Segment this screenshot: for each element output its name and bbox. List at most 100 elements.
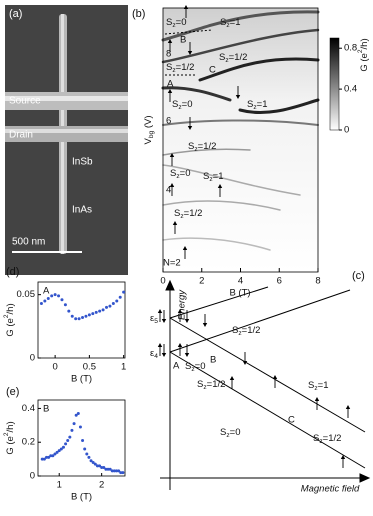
spin-arrow-head bbox=[167, 89, 173, 93]
data-point bbox=[68, 435, 72, 439]
y-tick-label: 0 bbox=[30, 353, 35, 364]
y-axis-title-part: (V) bbox=[143, 115, 154, 130]
spin-state-label-part: S bbox=[313, 433, 319, 444]
material-label: InAs bbox=[72, 205, 92, 216]
data-point bbox=[39, 302, 43, 306]
level-label: N=2 bbox=[163, 258, 181, 269]
spin-arrow-head bbox=[183, 5, 189, 9]
data-point bbox=[40, 457, 44, 461]
spin-state-label-part: S bbox=[166, 17, 172, 28]
plot-frame bbox=[37, 281, 126, 359]
spin-state-label: Sz=1/2 bbox=[232, 325, 260, 338]
data-point bbox=[70, 314, 74, 318]
data-point bbox=[84, 314, 88, 318]
spin-state-label: Sz=1/2 bbox=[219, 52, 247, 65]
spin-state-label-part: z bbox=[209, 176, 212, 183]
energy-level-label-part: ε bbox=[150, 348, 155, 359]
crossing-label: B bbox=[210, 355, 216, 366]
data-point bbox=[78, 425, 82, 429]
data-point bbox=[112, 469, 116, 473]
spin-state-label-part: =0 bbox=[176, 17, 187, 28]
level-label: 8 bbox=[166, 49, 171, 60]
spin-state-label: Sz=1/2 bbox=[197, 379, 225, 392]
spin-state-label: Sz=1/2 bbox=[166, 62, 194, 75]
spin-state-label: Sz=1 bbox=[247, 99, 268, 112]
spin-arrow-head bbox=[177, 343, 183, 347]
spin-state-label-part: z bbox=[172, 22, 175, 29]
colorbar-tick-label: 0 bbox=[344, 125, 349, 136]
data-point bbox=[98, 464, 102, 468]
colorbar-title-part: G (e bbox=[359, 53, 370, 71]
data-point bbox=[42, 457, 46, 461]
spin-arrow-head bbox=[242, 361, 248, 365]
data-point bbox=[110, 469, 114, 473]
data-point bbox=[53, 452, 57, 456]
y-axis-title-part: V bbox=[143, 138, 154, 145]
spin-arrow-head bbox=[172, 221, 178, 225]
energy-level-label: ε5 bbox=[150, 313, 158, 326]
colorbar-title-part: 2 bbox=[357, 49, 364, 53]
panel-label: (c) bbox=[352, 270, 365, 282]
spin-state-label-part: =1/2 bbox=[242, 325, 261, 336]
spin-state-label-part: z bbox=[319, 438, 322, 445]
y-axis-title-part: G (e bbox=[5, 436, 16, 454]
data-point bbox=[49, 454, 53, 458]
spin-state-label-part: z bbox=[180, 213, 183, 220]
spin-arrow-head bbox=[229, 376, 235, 380]
y-tick-label: 0.4 bbox=[22, 403, 35, 414]
y-axis-title-part: G (e bbox=[5, 318, 16, 336]
spin-state-label: Sz=1/2 bbox=[188, 141, 216, 154]
data-point bbox=[122, 290, 126, 294]
level-label: 4 bbox=[166, 185, 171, 196]
data-point bbox=[108, 467, 112, 471]
spin-state-label-part: S bbox=[188, 141, 194, 152]
data-point bbox=[83, 447, 87, 451]
spin-state-label-part: S bbox=[308, 380, 314, 391]
spin-state-label-part: =1 bbox=[213, 171, 224, 182]
spin-state-label-part: z bbox=[176, 173, 179, 180]
data-point bbox=[74, 413, 78, 417]
spin-state-label: Sz=0 bbox=[170, 168, 191, 181]
panel-label: (d) bbox=[6, 266, 19, 278]
spin-arrow-head bbox=[202, 323, 208, 327]
data-point bbox=[119, 471, 123, 475]
spin-state-label-part: z bbox=[203, 384, 206, 391]
data-point bbox=[81, 315, 85, 319]
x-tick-label: 1 bbox=[121, 362, 126, 373]
data-point bbox=[72, 422, 76, 426]
spin-state-label-part: z bbox=[172, 67, 175, 74]
data-point bbox=[76, 412, 80, 416]
panel-label: (b) bbox=[132, 8, 145, 20]
spin-state-label-part: =0 bbox=[230, 427, 241, 438]
spin-arrow-head bbox=[167, 39, 173, 43]
spin-arrow-head bbox=[177, 309, 183, 313]
spin-state-label-part: z bbox=[226, 22, 229, 29]
spin-state-label: Sz=0 bbox=[166, 17, 187, 30]
data-point bbox=[117, 469, 121, 473]
crossing-label: C bbox=[288, 415, 295, 426]
data-point bbox=[95, 464, 99, 468]
spin-arrow-head bbox=[161, 319, 167, 323]
y-tick-label: 0.2 bbox=[22, 437, 35, 448]
spin-state-label-part: S bbox=[166, 62, 172, 73]
data-point bbox=[51, 454, 55, 458]
data-point bbox=[118, 295, 122, 299]
spin-state-label-part: =1/2 bbox=[176, 62, 195, 73]
panel-label: (a) bbox=[9, 8, 22, 20]
data-point bbox=[74, 317, 78, 321]
spin-state-label-part: =1 bbox=[230, 17, 241, 28]
data-point bbox=[93, 462, 97, 466]
spin-arrow-head bbox=[217, 184, 223, 188]
spin-arrow-head bbox=[169, 183, 175, 187]
data-point bbox=[115, 299, 119, 303]
data-point bbox=[108, 304, 112, 308]
spin-arrow-head bbox=[184, 353, 190, 357]
x-tick-label: 2 bbox=[199, 276, 204, 287]
spin-state-label-part: S bbox=[185, 361, 191, 372]
data-point bbox=[53, 293, 57, 297]
data-point bbox=[46, 296, 50, 300]
data-point bbox=[111, 302, 115, 306]
spin-state-label: Sz=1/2 bbox=[174, 208, 202, 221]
data-point bbox=[101, 308, 105, 312]
sem-image bbox=[5, 5, 128, 275]
